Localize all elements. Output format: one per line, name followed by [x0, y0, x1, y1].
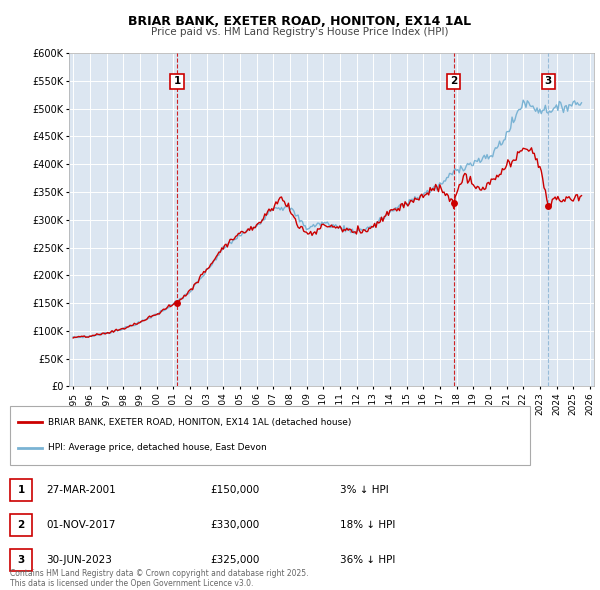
Text: 1: 1	[173, 77, 181, 86]
Bar	[10, 549, 32, 571]
Text: Contains HM Land Registry data © Crown copyright and database right 2025.
This d: Contains HM Land Registry data © Crown c…	[10, 569, 308, 588]
Text: 01-NOV-2017: 01-NOV-2017	[46, 520, 115, 530]
Text: 2: 2	[17, 520, 25, 530]
Bar	[10, 514, 32, 536]
Text: 27-MAR-2001: 27-MAR-2001	[46, 485, 116, 494]
Text: 1: 1	[17, 485, 25, 494]
Text: £325,000: £325,000	[210, 555, 259, 565]
Text: 3% ↓ HPI: 3% ↓ HPI	[340, 485, 389, 494]
Text: 18% ↓ HPI: 18% ↓ HPI	[340, 520, 395, 530]
Text: Price paid vs. HM Land Registry's House Price Index (HPI): Price paid vs. HM Land Registry's House …	[151, 27, 449, 37]
Text: BRIAR BANK, EXETER ROAD, HONITON, EX14 1AL (detached house): BRIAR BANK, EXETER ROAD, HONITON, EX14 1…	[48, 418, 352, 427]
Text: 30-JUN-2023: 30-JUN-2023	[46, 555, 112, 565]
Text: 3: 3	[17, 555, 25, 565]
Text: £150,000: £150,000	[210, 485, 259, 494]
Text: 36% ↓ HPI: 36% ↓ HPI	[340, 555, 395, 565]
Text: BRIAR BANK, EXETER ROAD, HONITON, EX14 1AL: BRIAR BANK, EXETER ROAD, HONITON, EX14 1…	[128, 15, 472, 28]
Text: £330,000: £330,000	[210, 520, 259, 530]
Text: 3: 3	[545, 77, 552, 86]
Text: 2: 2	[450, 77, 457, 86]
Bar	[10, 407, 530, 465]
Text: HPI: Average price, detached house, East Devon: HPI: Average price, detached house, East…	[48, 443, 267, 452]
Bar	[10, 478, 32, 501]
